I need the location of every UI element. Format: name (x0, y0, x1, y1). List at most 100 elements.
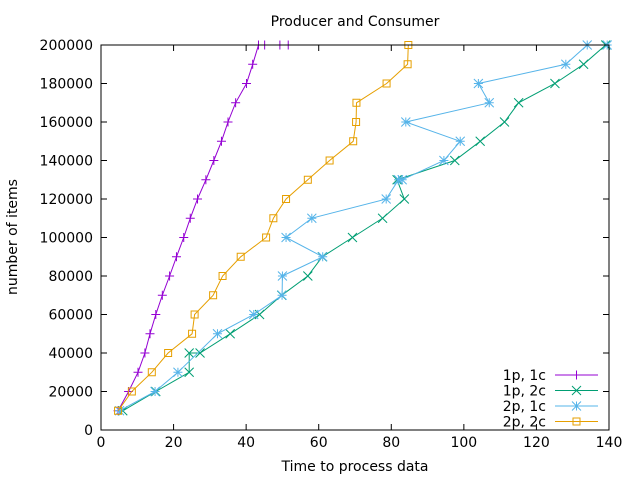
data-point (193, 194, 203, 204)
data-point (195, 348, 205, 358)
y-tick-label: 0 (84, 423, 93, 439)
y-tick-label: 80000 (48, 269, 93, 285)
y-tick-label: 140000 (40, 154, 93, 170)
data-point (157, 290, 167, 300)
plot-series (113, 40, 613, 416)
data-point (184, 367, 195, 378)
data-point (242, 79, 252, 88)
data-point (165, 271, 175, 281)
x-tick-label: 0 (97, 435, 106, 451)
y-tick-label: 120000 (40, 192, 93, 208)
y-tick-label: 20000 (48, 385, 93, 401)
data-point (403, 60, 412, 69)
data-point (212, 328, 223, 339)
data-point (147, 368, 156, 377)
data-point (173, 367, 183, 378)
data-point (449, 155, 460, 166)
data-point (262, 233, 271, 242)
data-point (114, 406, 123, 415)
data-point (325, 156, 334, 165)
data-point (269, 214, 278, 223)
series-line (117, 44, 409, 412)
data-point (303, 175, 312, 184)
data-point (499, 117, 510, 127)
data-point (127, 387, 136, 396)
y-tick-label: 200000 (40, 38, 93, 54)
series-0 (113, 40, 293, 416)
x-tick-label: 40 (237, 435, 255, 451)
y-tick-label: 40000 (48, 346, 93, 362)
y-axis-label: number of items (5, 179, 21, 295)
data-point (277, 271, 288, 281)
data-point (484, 97, 495, 108)
data-point (347, 232, 358, 243)
x-tick-label: 20 (165, 435, 183, 451)
data-point (231, 98, 241, 108)
data-point (397, 174, 408, 185)
data-point (571, 401, 582, 411)
data-point (171, 252, 181, 262)
data-point (133, 367, 143, 377)
data-point (572, 370, 581, 380)
data-point (572, 417, 581, 426)
plot-frame (100, 44, 610, 431)
data-point (248, 309, 259, 320)
x-tick-label: 140 (596, 435, 623, 451)
data-point (150, 386, 160, 397)
data-point (223, 117, 233, 127)
data-point (190, 310, 199, 319)
x-tick-label: 80 (382, 435, 400, 451)
data-point (455, 136, 466, 147)
data-point (248, 59, 258, 69)
x-tick-label: 100 (450, 435, 477, 451)
data-point (216, 136, 226, 146)
data-point (400, 117, 411, 127)
data-point (352, 118, 361, 126)
legend-label: 2p, 1c (503, 399, 546, 415)
data-point (281, 232, 291, 243)
data-point (114, 405, 125, 416)
data-point (571, 385, 582, 396)
data-point (188, 329, 197, 338)
data-point (475, 136, 486, 147)
data-point (209, 291, 218, 300)
data-point (236, 252, 245, 261)
data-point (225, 328, 236, 339)
data-point (352, 98, 361, 107)
data-point (317, 251, 328, 262)
legend-label: 1p, 1c (503, 368, 546, 384)
data-point (302, 271, 313, 281)
data-point (140, 348, 150, 358)
data-point (382, 79, 391, 88)
chart-title: Producer and Consumer (271, 14, 440, 30)
data-point (399, 194, 410, 204)
data-point (201, 175, 211, 185)
data-point (560, 59, 571, 70)
data-point (209, 156, 219, 165)
y-tick-label: 160000 (40, 115, 93, 131)
data-point (381, 194, 392, 204)
x-tick-label: 60 (310, 435, 328, 451)
data-point (473, 78, 484, 89)
data-point (282, 195, 291, 203)
y-tick-label: 100000 (40, 231, 93, 247)
data-point (151, 310, 161, 319)
data-point (185, 213, 195, 223)
y-tick-label: 60000 (48, 308, 93, 324)
data-point (179, 233, 189, 242)
series-3 (114, 41, 413, 415)
data-point (218, 272, 227, 280)
legend-label: 2p, 2c (503, 415, 546, 431)
data-point (164, 349, 173, 357)
data-point (184, 348, 195, 358)
data-point (145, 329, 155, 339)
data-point (306, 213, 317, 224)
series-2 (114, 40, 613, 416)
legend-label: 1p, 2c (503, 384, 546, 400)
data-point (550, 78, 560, 89)
data-point (578, 59, 589, 70)
axis-ticks: 0 20 40 60 80 100 120 140 0 20000 40000 60000 80000 1… (40, 38, 623, 451)
data-point (377, 213, 388, 224)
